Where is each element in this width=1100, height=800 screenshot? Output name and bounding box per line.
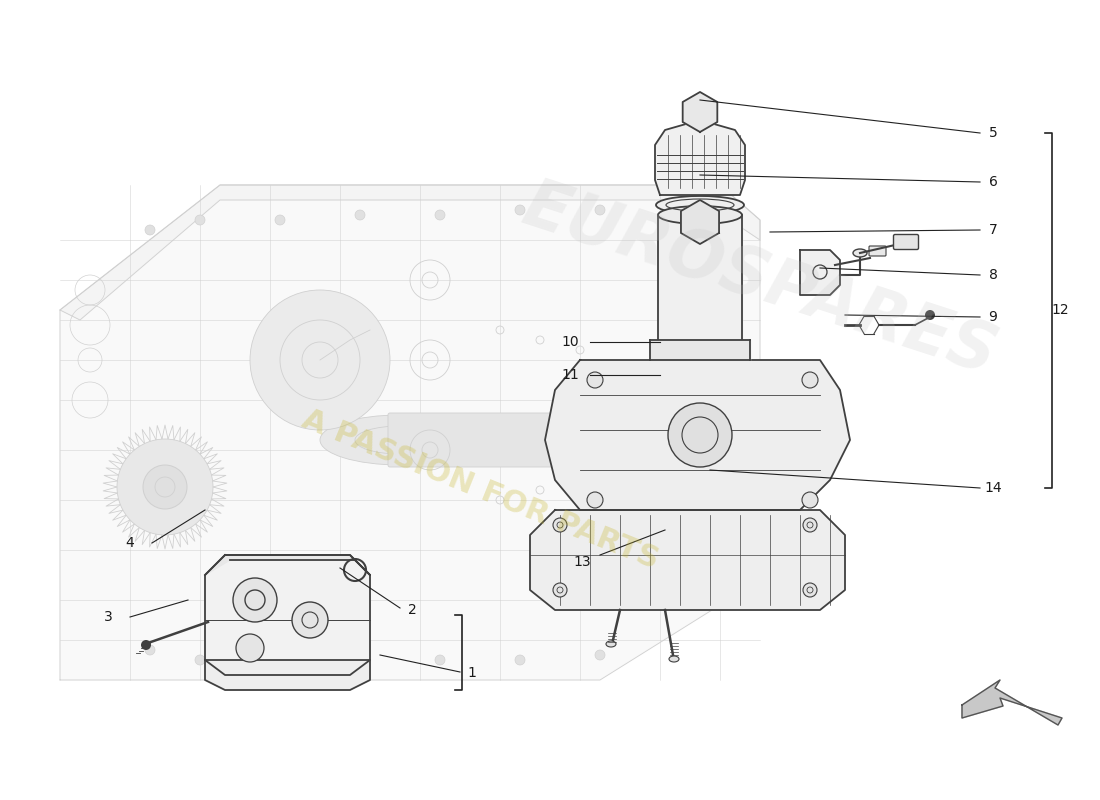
Circle shape	[250, 290, 390, 430]
Text: 13: 13	[573, 555, 591, 569]
Circle shape	[145, 645, 155, 655]
Circle shape	[587, 372, 603, 388]
Circle shape	[515, 205, 525, 215]
Circle shape	[675, 215, 685, 225]
Text: 12: 12	[1052, 303, 1069, 317]
Polygon shape	[60, 185, 760, 320]
Text: 2: 2	[408, 603, 417, 617]
Polygon shape	[544, 360, 850, 510]
Circle shape	[117, 439, 213, 535]
Polygon shape	[681, 200, 719, 244]
Circle shape	[587, 492, 603, 508]
Text: 9: 9	[989, 310, 998, 324]
Circle shape	[434, 655, 446, 665]
Circle shape	[553, 518, 566, 532]
Circle shape	[802, 372, 818, 388]
Text: 10: 10	[561, 335, 579, 349]
Circle shape	[141, 640, 151, 650]
Polygon shape	[60, 185, 760, 680]
Text: 6: 6	[989, 175, 998, 189]
Ellipse shape	[669, 656, 679, 662]
Polygon shape	[530, 510, 845, 610]
Circle shape	[803, 583, 817, 597]
Polygon shape	[800, 250, 840, 295]
Polygon shape	[205, 660, 370, 690]
Circle shape	[595, 205, 605, 215]
Circle shape	[925, 310, 935, 320]
Text: 1: 1	[468, 666, 476, 680]
Circle shape	[803, 518, 817, 532]
Polygon shape	[962, 680, 1062, 725]
Circle shape	[145, 225, 155, 235]
FancyBboxPatch shape	[388, 413, 762, 467]
Polygon shape	[650, 340, 750, 360]
Text: 11: 11	[561, 368, 579, 382]
Circle shape	[275, 215, 285, 225]
FancyBboxPatch shape	[893, 234, 918, 250]
Circle shape	[355, 653, 365, 663]
Circle shape	[236, 634, 264, 662]
Circle shape	[434, 210, 446, 220]
Circle shape	[355, 210, 365, 220]
Text: A PASSION FOR PARTS: A PASSION FOR PARTS	[297, 405, 662, 575]
Ellipse shape	[658, 206, 742, 224]
Circle shape	[143, 465, 187, 509]
Polygon shape	[205, 555, 370, 575]
Circle shape	[195, 215, 205, 225]
Text: EUROSPARES: EUROSPARES	[515, 172, 1005, 388]
Text: 5: 5	[989, 126, 998, 140]
Circle shape	[595, 650, 605, 660]
Text: 4: 4	[125, 536, 134, 550]
Ellipse shape	[656, 196, 744, 214]
Circle shape	[515, 655, 525, 665]
Text: 14: 14	[984, 481, 1002, 495]
FancyBboxPatch shape	[869, 246, 886, 256]
Polygon shape	[658, 215, 742, 355]
Polygon shape	[654, 120, 745, 195]
Ellipse shape	[606, 641, 616, 647]
Circle shape	[195, 655, 205, 665]
Text: 8: 8	[989, 268, 998, 282]
Circle shape	[553, 583, 566, 597]
Polygon shape	[683, 92, 717, 132]
Circle shape	[233, 578, 277, 622]
Text: 3: 3	[103, 610, 112, 624]
Circle shape	[292, 602, 328, 638]
Circle shape	[668, 403, 732, 467]
Polygon shape	[205, 555, 370, 675]
Text: 7: 7	[989, 223, 998, 237]
Circle shape	[802, 492, 818, 508]
Circle shape	[275, 650, 285, 660]
Ellipse shape	[852, 249, 867, 257]
Ellipse shape	[320, 415, 480, 465]
